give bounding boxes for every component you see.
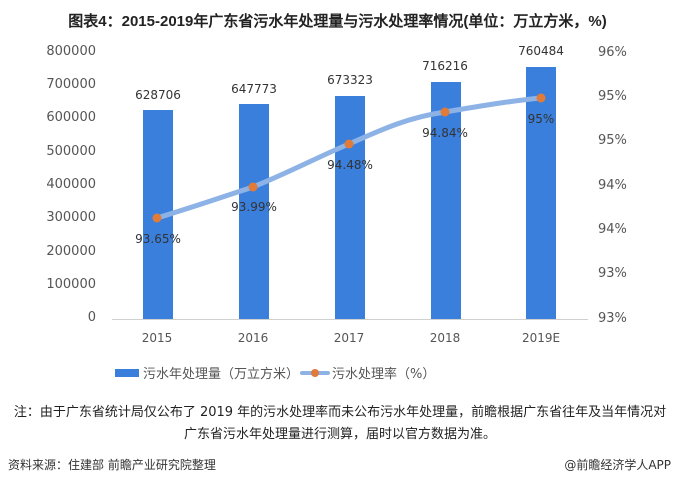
- rate-value-label: 94.84%: [422, 126, 468, 140]
- bar-value-label: 673323: [327, 73, 373, 87]
- chart-title: 图表4：2015-2019年广东省污水年处理量与污水处理率情况(单位：万立方米，…: [68, 13, 607, 30]
- legend-label: 污水处理率（%）: [332, 367, 436, 382]
- right-tick: 95%: [598, 133, 627, 148]
- left-tick: 300000: [46, 210, 96, 225]
- bar-2018: [431, 82, 461, 319]
- bar-swatch-icon: [115, 368, 139, 377]
- x-axis-line: [112, 319, 588, 320]
- x-tick: 2018: [429, 331, 461, 345]
- right-tick: 95%: [598, 89, 627, 104]
- rate-value-label: 93.65%: [135, 232, 181, 246]
- bar-value-label: 760484: [518, 44, 564, 58]
- right-tick: 94%: [598, 178, 627, 193]
- rate-marker: [344, 139, 354, 149]
- bar-2016: [239, 104, 269, 319]
- rate-value-label: 93.99%: [231, 200, 277, 214]
- credit-text: @前瞻经济学人APP: [564, 458, 671, 472]
- x-tick: 2019E: [521, 331, 561, 345]
- bar-value-label: 647773: [231, 82, 277, 96]
- x-tick: 2016: [237, 331, 269, 345]
- bar-2017: [335, 96, 365, 319]
- bar-value-label: 716216: [422, 59, 468, 73]
- left-tick: 0: [87, 310, 96, 325]
- left-tick: 200000: [46, 244, 96, 259]
- left-tick: 700000: [46, 77, 96, 92]
- rate-marker: [440, 107, 450, 117]
- right-tick: 93%: [598, 266, 627, 281]
- x-tick: 2017: [333, 331, 365, 345]
- footnote: 注：由于广东省统计局仅公布了 2019 年的污水处理率而未公布污水年处理量，前瞻…: [13, 405, 667, 442]
- right-tick: 93%: [598, 311, 627, 326]
- rate-value-label: 95%: [527, 112, 555, 126]
- line-marker-swatch-icon: [300, 366, 330, 380]
- right-tick: 96%: [598, 45, 627, 60]
- right-tick: 94%: [598, 222, 627, 237]
- left-tick: 100000: [46, 277, 96, 292]
- left-tick: 400000: [46, 177, 96, 192]
- legend-item-line: 污水处理率（%）: [300, 363, 435, 382]
- rate-marker: [536, 93, 546, 103]
- rate-value-label: 94.48%: [327, 158, 373, 172]
- bar-2019e: [526, 67, 556, 319]
- x-tick: 2015: [141, 331, 173, 345]
- rate-marker: [248, 182, 258, 192]
- rate-marker: [152, 213, 162, 223]
- left-tick: 500000: [46, 144, 96, 159]
- left-tick: 600000: [46, 110, 96, 125]
- legend-item-bar: 污水年处理量（万立方米）: [115, 363, 299, 382]
- legend-label: 污水年处理量（万立方米）: [143, 367, 300, 382]
- bar-value-label: 628706: [135, 88, 181, 102]
- left-tick: 800000: [46, 44, 96, 59]
- source-text: 资料来源：住建部 前瞻产业研究院整理: [8, 458, 216, 472]
